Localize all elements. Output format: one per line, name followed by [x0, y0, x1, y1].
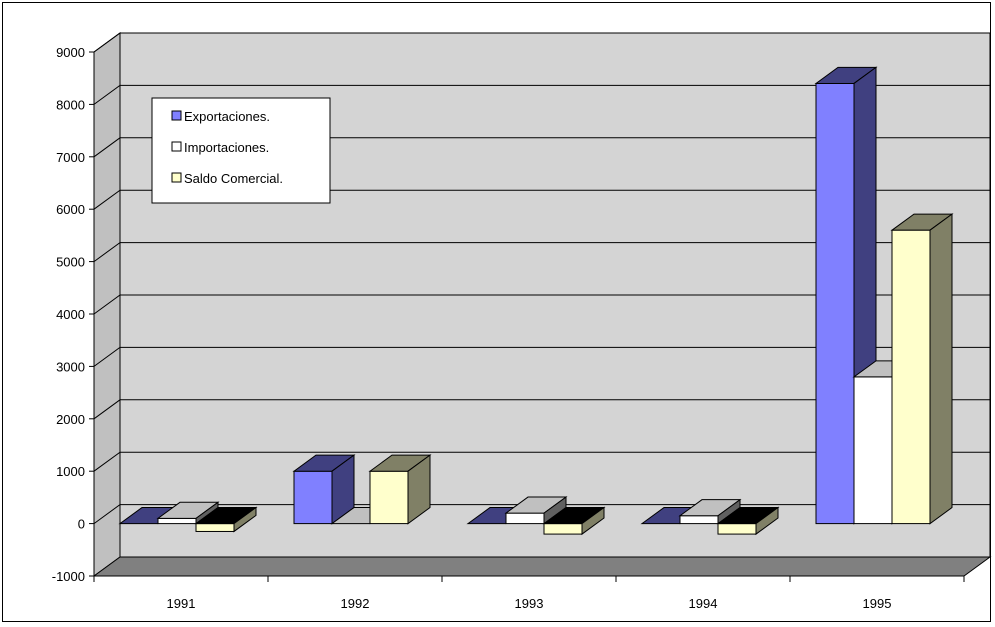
y-tick-label: 2000 — [56, 412, 85, 427]
y-tick-label: 3000 — [56, 359, 85, 374]
bar-front — [195, 523, 235, 532]
gridline — [93, 84, 990, 105]
gridline — [93, 294, 990, 315]
bar-front — [543, 523, 583, 535]
bar-side — [755, 506, 779, 536]
gridline — [93, 189, 990, 210]
bar — [156, 501, 220, 525]
bar-front — [891, 229, 931, 525]
legend-swatch — [171, 172, 182, 183]
gridline — [93, 32, 990, 53]
bar-front — [369, 470, 409, 525]
legend-entry: Importaciones. — [184, 140, 269, 155]
bar — [194, 506, 258, 533]
gridline — [93, 451, 990, 472]
bar-front — [293, 470, 333, 525]
bar-side — [407, 454, 431, 525]
legend-entry: Saldo Comercial. — [184, 171, 283, 186]
y-tick-label: 4000 — [56, 307, 85, 322]
bar-front — [853, 376, 893, 525]
bar-front — [679, 515, 719, 525]
y-tick-label: -1000 — [52, 569, 85, 584]
y-tick-label: 7000 — [56, 150, 85, 165]
bar-front — [717, 523, 757, 535]
gridline — [93, 242, 990, 263]
legend-entry: Exportaciones. — [184, 109, 270, 124]
y-tick-label: 8000 — [56, 97, 85, 112]
x-tick-label: 1994 — [689, 596, 718, 611]
gridlines — [93, 32, 990, 525]
bar — [368, 454, 432, 525]
x-tick-label: 1992 — [341, 596, 370, 611]
chart-floor — [92, 556, 992, 577]
bar — [542, 506, 606, 536]
y-tick-label: 9000 — [56, 45, 85, 60]
legend: Exportaciones. Importaciones. Saldo Comerc… — [151, 97, 331, 204]
y-tick-label: 5000 — [56, 255, 85, 270]
y-tick-label: 0 — [78, 517, 85, 532]
legend-box — [151, 97, 331, 204]
bar-front — [157, 517, 197, 525]
y-tick-label: 1000 — [56, 464, 85, 479]
y-tick-label: 6000 — [56, 202, 85, 217]
gridline — [93, 346, 990, 367]
bar-side — [581, 506, 605, 536]
bar-side — [233, 506, 257, 533]
bars — [118, 66, 954, 536]
gridline — [93, 137, 990, 158]
legend-swatch — [171, 110, 182, 121]
y-axis: -1000 0 1000 2000 3000 4000 5000 6000 7000 8000 90… — [52, 45, 95, 584]
x-tick-label: 1993 — [515, 596, 544, 611]
bar — [716, 506, 780, 536]
bar — [678, 498, 742, 525]
bar-front — [815, 82, 855, 525]
gridline — [93, 399, 990, 420]
bar — [292, 454, 356, 525]
legend-swatch — [171, 141, 182, 152]
x-tick-label: 1991 — [167, 596, 196, 611]
bar — [890, 213, 954, 525]
bar-side — [929, 213, 953, 525]
bar-front — [505, 512, 545, 525]
x-tick-label: 1995 — [863, 596, 892, 611]
x-axis: 1991 1992 1993 1994 1995 — [93, 575, 965, 611]
